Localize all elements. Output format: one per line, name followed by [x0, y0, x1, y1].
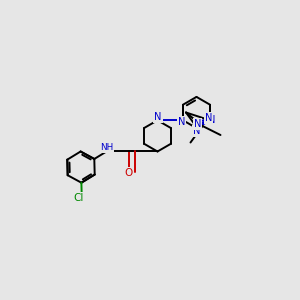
Text: N: N [194, 118, 201, 129]
Text: Cl: Cl [73, 193, 83, 203]
Text: N: N [205, 113, 212, 123]
Text: O: O [124, 168, 133, 178]
Text: NH: NH [100, 143, 113, 152]
Text: N: N [154, 112, 162, 122]
Text: N: N [193, 126, 200, 136]
Text: N: N [178, 117, 185, 127]
Text: N: N [208, 115, 215, 125]
